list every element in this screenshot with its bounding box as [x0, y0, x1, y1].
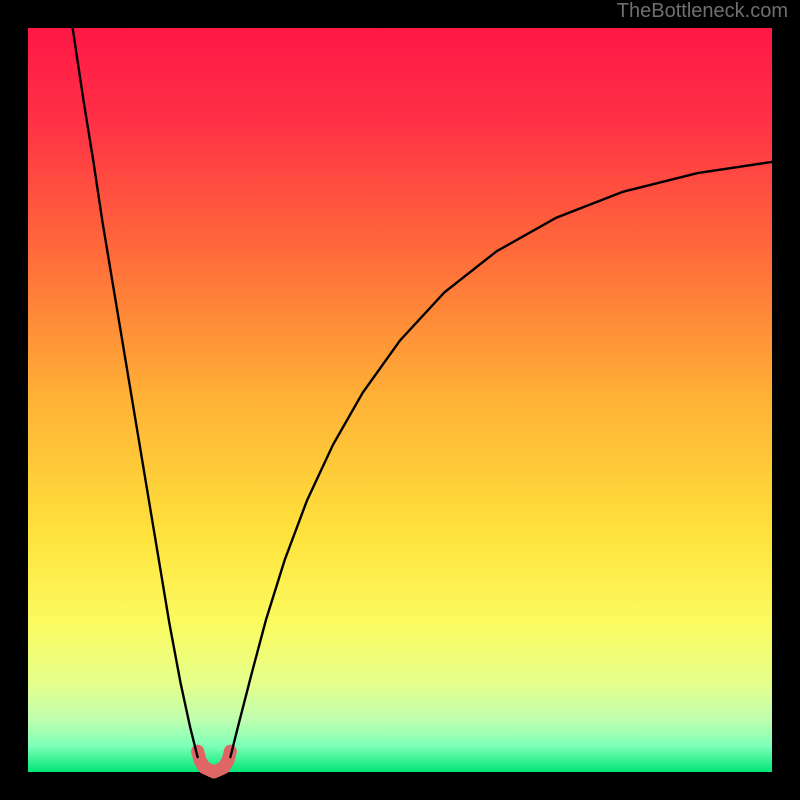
watermark-text: TheBottleneck.com: [617, 0, 788, 23]
stage: TheBottleneck.com: [0, 0, 800, 800]
bottleneck-chart: [0, 0, 800, 800]
plot-background-gradient: [28, 28, 772, 772]
